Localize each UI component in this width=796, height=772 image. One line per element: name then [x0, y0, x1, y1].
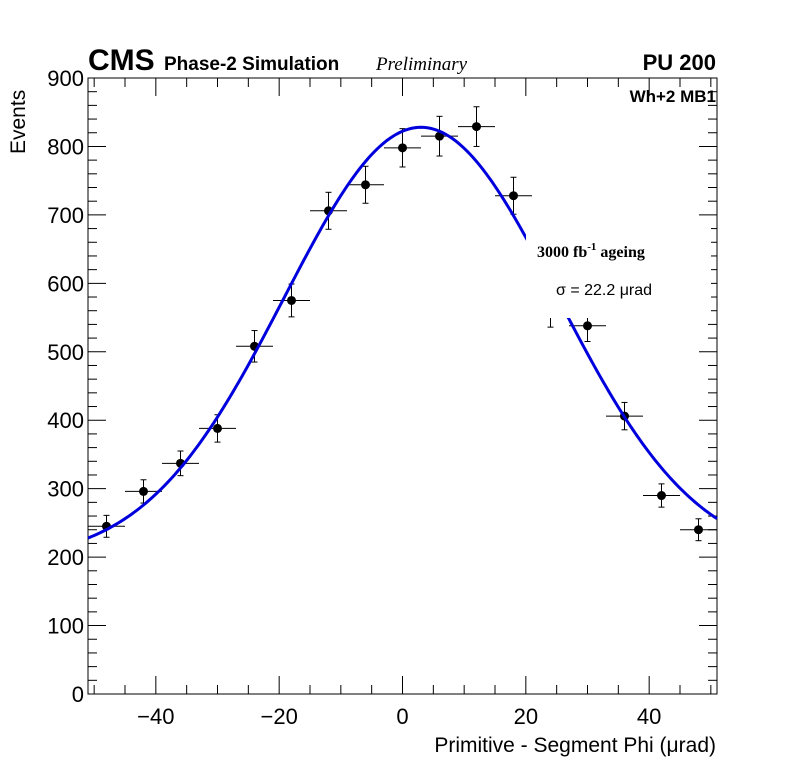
plot-layer: 0 100 200 300 400 500 600 700 800 900 −40 −20 0 20 40 [47, 66, 718, 729]
data-point [583, 321, 592, 331]
ageing-annotation: 3000 fb-1 ageing [537, 241, 645, 261]
data-point [509, 191, 518, 201]
y-tick-label: 600 [47, 271, 84, 296]
y-tick-label: 500 [47, 340, 84, 365]
x-axis-label: Primitive - Segment Phi (μrad) [434, 734, 716, 757]
experiment-label: CMS [88, 44, 155, 77]
y-tick-label: 400 [47, 408, 84, 433]
data-point [472, 122, 481, 132]
y-tick-label: 300 [47, 477, 84, 502]
data-point [287, 295, 296, 305]
data-point [139, 486, 148, 496]
y-tick-label: 100 [47, 614, 84, 639]
data-point [694, 525, 703, 535]
x-tick-label: 20 [514, 704, 538, 729]
x-tick-label: 40 [637, 704, 661, 729]
data-point [398, 143, 407, 153]
data-point [657, 491, 666, 501]
y-tick-label: 700 [47, 203, 84, 228]
pileup-label: PU 200 [643, 50, 716, 75]
ageing-value: 3000 fb [537, 244, 587, 261]
subtitle-label: Phase-2 Simulation [164, 54, 339, 75]
x-tick-label: −20 [261, 704, 298, 729]
fit-curve [87, 125, 718, 540]
y-tick-label: 200 [47, 545, 84, 570]
data-point [361, 180, 370, 190]
ageing-word: ageing [596, 244, 644, 261]
y-tick-label: 800 [47, 134, 84, 159]
y-axis-label: Events [7, 90, 30, 154]
y-tick-label: 0 [72, 682, 84, 707]
sigma-annotation: σ = 22.2 μrad [556, 282, 652, 299]
status-label: Preliminary [375, 54, 468, 75]
ageing-exponent: -1 [587, 241, 596, 253]
x-tick-label: −40 [137, 704, 174, 729]
annotation-box [526, 226, 711, 318]
x-tick-label: 0 [396, 704, 408, 729]
y-tick-label: 900 [47, 66, 84, 91]
station-label: Wh+2 MB1 [630, 87, 716, 106]
data-point [213, 423, 222, 433]
data-point [435, 131, 444, 141]
